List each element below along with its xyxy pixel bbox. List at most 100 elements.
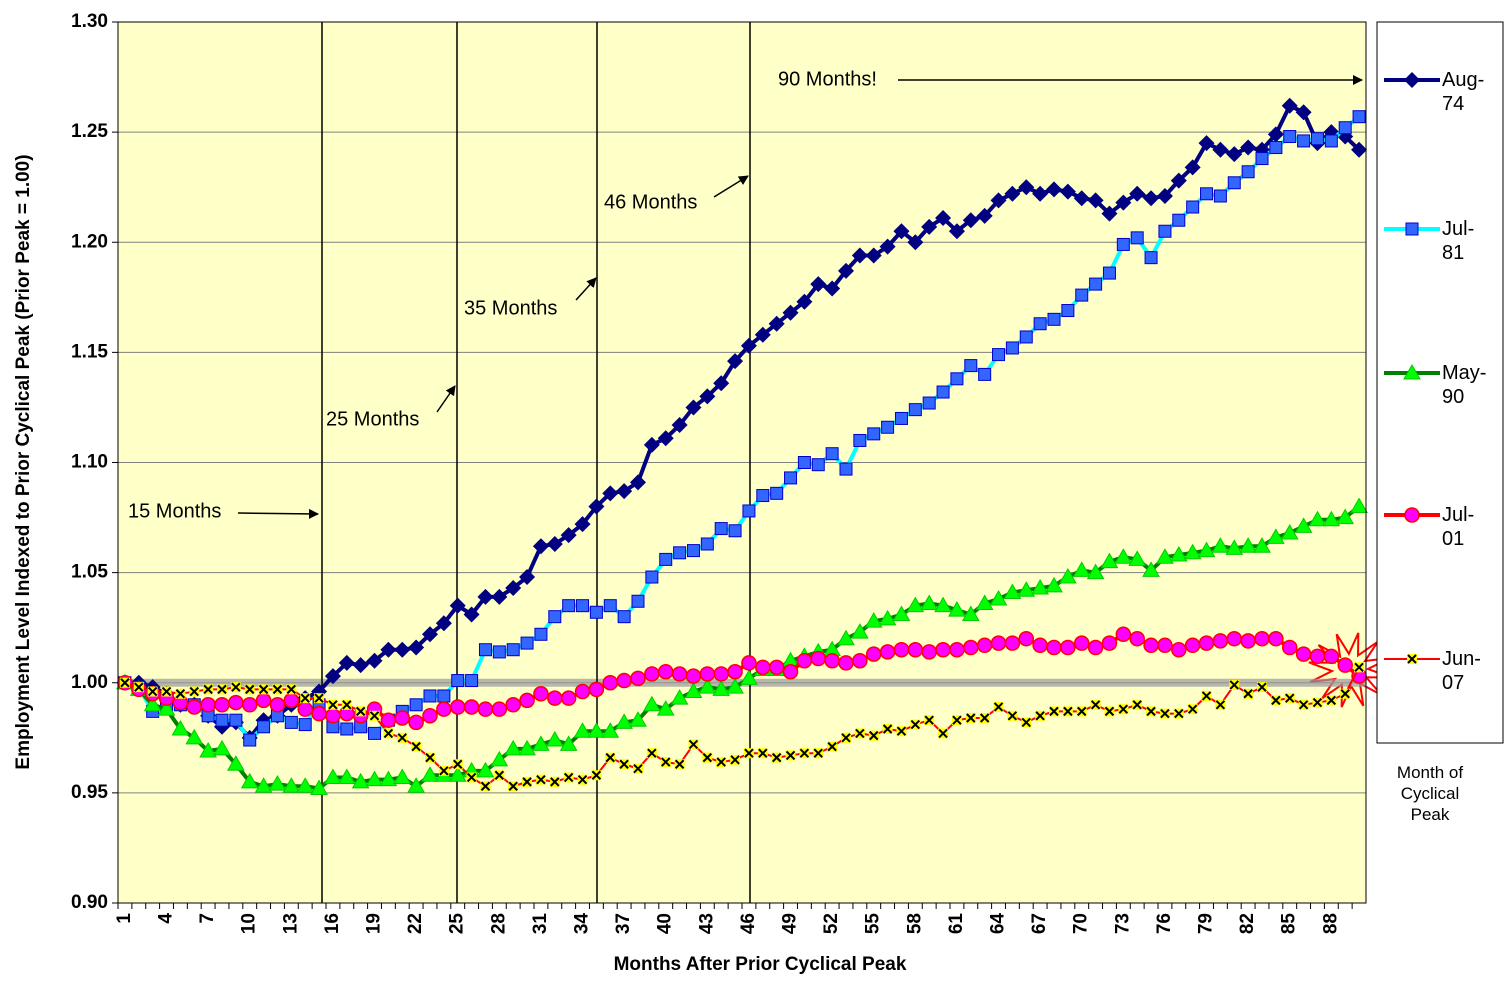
data-point: [727, 353, 744, 370]
legend-label: Jul-81: [1442, 218, 1475, 264]
data-point: [157, 700, 176, 716]
data-point: [950, 372, 964, 386]
data-point: [588, 681, 605, 698]
data-point: [422, 626, 438, 643]
data-point: [448, 766, 467, 782]
data-point: [351, 772, 370, 789]
data-point: [659, 552, 673, 566]
data-point: [935, 210, 952, 227]
marker-cross: [439, 766, 449, 776]
data-point: [340, 722, 354, 736]
data-point: [298, 718, 312, 732]
data-point: [934, 596, 952, 613]
data-point: [1035, 710, 1046, 721]
data-point: [534, 627, 548, 641]
legend-label: Aug-74: [1442, 69, 1485, 115]
marker-cross: [841, 733, 851, 743]
data-point: [1130, 231, 1144, 245]
data-point: [577, 774, 588, 785]
y-axis-title: Employment Level Indexed to Prior Cyclic…: [13, 154, 34, 769]
data-point: [1132, 699, 1143, 710]
data-point: [380, 712, 397, 728]
data-point: [284, 715, 298, 729]
data-point: [1018, 179, 1035, 196]
data-point: [824, 652, 840, 669]
marker-cross: [744, 748, 754, 758]
data-point: [908, 403, 922, 417]
data-point: [217, 684, 227, 695]
data-point: [243, 733, 257, 747]
marker-cross: [1104, 706, 1115, 717]
data-point: [1284, 693, 1295, 704]
data-point: [286, 684, 297, 695]
data-point: [282, 777, 301, 793]
data-point: [1158, 224, 1172, 238]
data-point: [300, 693, 311, 704]
marker-cross: [1271, 695, 1281, 706]
x-tick-label: 82: [1237, 913, 1258, 934]
marker-cross: [1201, 691, 1212, 701]
data-point: [368, 726, 382, 740]
data-point: [699, 388, 716, 405]
data-point: [227, 755, 245, 771]
data-point: [1239, 537, 1257, 553]
data-point: [657, 663, 674, 680]
marker-cross: [1407, 654, 1417, 664]
data-point: [199, 742, 217, 758]
data-point: [645, 570, 659, 584]
data-point: [1226, 146, 1243, 163]
data-point: [768, 659, 785, 676]
data-point: [185, 728, 204, 745]
x-tick-label: 52: [821, 913, 842, 934]
data-point: [882, 724, 893, 735]
data-point: [1156, 187, 1173, 204]
data-point: [837, 629, 855, 646]
marker-cross: [827, 741, 837, 752]
marker-cross: [799, 748, 810, 758]
data-point: [504, 739, 523, 756]
data-point: [1198, 135, 1215, 152]
data-point: [490, 750, 509, 767]
data-point: [755, 659, 771, 676]
data-point: [408, 714, 424, 731]
data-point: [1183, 543, 1202, 560]
data-point: [1032, 185, 1049, 202]
marker-cross: [605, 752, 615, 763]
data-point: [810, 276, 827, 293]
data-point: [881, 420, 895, 434]
data-point: [686, 544, 700, 558]
marker-cross: [355, 706, 366, 717]
data-point: [935, 641, 951, 658]
x-tick-label: 16: [322, 913, 343, 934]
data-point: [1323, 648, 1340, 665]
data-point: [907, 641, 924, 658]
marker-cross: [1132, 700, 1142, 710]
legend-marker: [1405, 222, 1419, 236]
data-point: [811, 458, 825, 472]
data-point: [1297, 134, 1311, 148]
data-point: [615, 713, 633, 729]
data-point: [228, 694, 244, 711]
x-tick-label: 13: [280, 913, 301, 934]
data-point: [699, 666, 716, 682]
data-point: [924, 715, 935, 726]
marker-cross: [1007, 711, 1018, 721]
data-point: [712, 680, 731, 696]
data-point: [1197, 541, 1216, 558]
marker-cross: [369, 711, 380, 721]
data-point: [463, 699, 480, 715]
data-point: [1338, 121, 1352, 135]
data-point: [574, 683, 591, 700]
data-point: [827, 741, 838, 752]
data-point: [394, 641, 411, 658]
marker-cross: [536, 774, 546, 785]
data-point: [241, 697, 258, 713]
data-point: [189, 686, 200, 697]
data-point: [1047, 312, 1061, 326]
data-point: [1072, 561, 1091, 577]
y-tick-label: 1.30: [71, 11, 108, 32]
data-point: [1354, 662, 1365, 673]
data-point: [1226, 630, 1243, 647]
marker-cross: [342, 700, 352, 710]
data-point: [161, 686, 172, 697]
